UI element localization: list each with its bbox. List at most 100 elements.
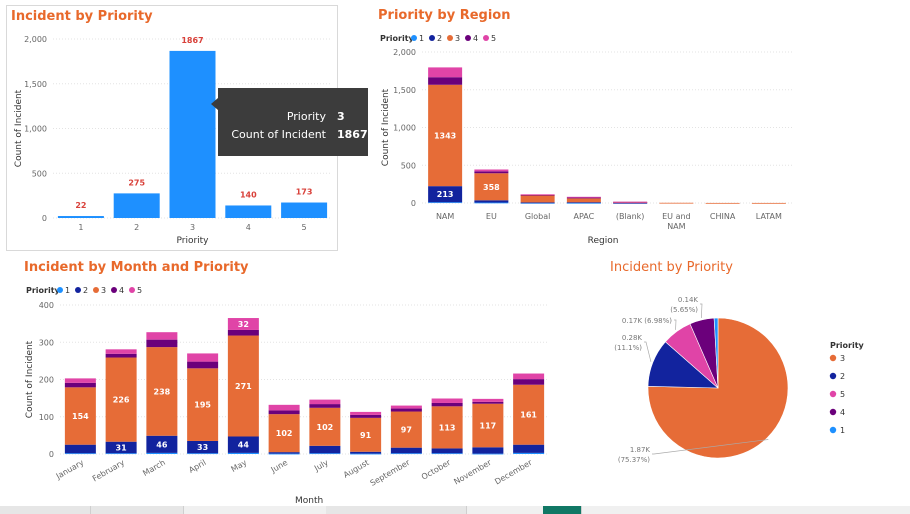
legend-swatch <box>447 35 453 41</box>
leader-line <box>652 439 769 455</box>
bar-segment <box>146 332 178 340</box>
x-tick-label: (Blank) <box>616 212 645 221</box>
legend-label: 1 <box>65 286 70 295</box>
legend-label: 2 <box>83 286 88 295</box>
bar-segment <box>146 452 178 454</box>
legend-label: 5 <box>840 390 845 399</box>
data-label: (11.1%) <box>614 344 642 352</box>
data-label: 31 <box>116 443 128 452</box>
data-label: 1.87K <box>630 446 651 454</box>
page-tab[interactable] <box>91 506 184 514</box>
bar-segment <box>520 195 555 203</box>
data-label: 271 <box>235 382 252 391</box>
x-tick-label: EU <box>486 212 497 221</box>
bar-segment <box>520 202 555 204</box>
bar-segment <box>64 453 96 455</box>
x-tick-label: September <box>369 458 412 488</box>
data-label: 226 <box>113 396 130 405</box>
legend-label: 5 <box>491 34 496 43</box>
data-label: 161 <box>520 411 537 420</box>
legend-label: 1 <box>419 34 424 43</box>
page-tab[interactable] <box>0 506 91 514</box>
x-tick-label: July <box>312 458 330 474</box>
x-axis-title: Region <box>588 236 619 246</box>
bar-segment <box>105 349 137 354</box>
x-tick-label: NAM <box>436 212 454 221</box>
bar-segment <box>309 445 341 454</box>
bar-segment <box>350 411 382 415</box>
bar-segment <box>227 318 259 330</box>
page-tab[interactable] <box>326 506 467 514</box>
bar-segment <box>431 398 463 403</box>
legend-label: 4 <box>119 286 124 295</box>
y-tick-label: 1,000 <box>393 124 416 133</box>
data-label: 140 <box>240 190 257 199</box>
bar-segment <box>105 441 137 454</box>
bar-segment <box>751 202 786 204</box>
data-label: (5.65%) <box>670 306 698 314</box>
legend-swatch <box>483 35 489 41</box>
bar-segment <box>474 173 509 201</box>
y-tick-label: 1,500 <box>24 80 47 89</box>
bar-segment <box>187 440 219 454</box>
bar-segment <box>350 451 382 454</box>
legend-swatch <box>411 35 417 41</box>
bar-segment <box>472 447 504 454</box>
legend-swatch <box>93 287 99 293</box>
bar-segment <box>146 435 178 453</box>
x-tick-label: June <box>269 458 290 475</box>
page-tab-active[interactable] <box>543 506 582 514</box>
panel-incident-by-priority-pie: Incident by Priority 1.87K (75.37%) 0.28K (… <box>590 256 890 506</box>
data-label: 117 <box>480 422 497 431</box>
x-tick-label: CHINA <box>710 212 736 221</box>
y-tick-label: 1,000 <box>24 125 47 134</box>
y-tick-label: 2,000 <box>393 48 416 57</box>
bar-segment <box>105 453 137 455</box>
x-tick-label: 5 <box>302 223 307 232</box>
bar-segment <box>472 398 504 402</box>
bar <box>169 50 216 218</box>
month-stacked-bar-chart: Priority 1 2 3 4 5 0 100 200 300 400 154 31 226 46 238 3… <box>25 286 549 488</box>
data-label: 154 <box>72 412 89 421</box>
bar-segment <box>513 384 545 445</box>
tooltip-key: Count of Incident <box>231 128 326 141</box>
legend-swatch <box>829 408 837 416</box>
legend-swatch <box>75 287 81 293</box>
panel-incident-by-month: Incident by Month and Priority Priority 1… <box>16 256 556 506</box>
leader-line <box>674 319 677 330</box>
legend-label: 3 <box>101 286 106 295</box>
bar-segment <box>428 67 463 78</box>
bar-segment <box>566 202 601 204</box>
bar-segment <box>146 347 178 436</box>
bar-segment <box>428 186 463 203</box>
legend-swatch <box>129 287 135 293</box>
bar-segment <box>431 402 463 407</box>
data-label: 113 <box>439 423 456 432</box>
data-label: 97 <box>401 426 412 435</box>
bar-segment <box>613 202 648 204</box>
legend-label: 2 <box>437 34 442 43</box>
legend-label: 4 <box>840 408 845 417</box>
data-label: 275 <box>128 178 145 187</box>
chart-title: Incident by Month and Priority <box>24 260 249 275</box>
bar-segment <box>187 353 219 362</box>
data-label: 0.17K (6.98%) <box>622 317 672 325</box>
bar-segment <box>659 202 694 204</box>
bar-segment <box>566 196 601 198</box>
legend-swatch <box>111 287 117 293</box>
legend-swatch <box>829 354 837 362</box>
x-tick-label: 4 <box>246 223 251 232</box>
data-label: 102 <box>276 429 293 438</box>
bar-segment <box>390 411 422 448</box>
data-label: 213 <box>437 190 454 199</box>
x-tick-label: NAM <box>667 222 685 231</box>
bar-segment <box>350 453 382 455</box>
bar-segment <box>472 403 504 448</box>
x-tick-label: April <box>187 458 207 475</box>
bar <box>113 193 160 218</box>
y-tick-label: 2,000 <box>24 35 47 44</box>
x-axis-title-overflow: Month <box>295 496 324 506</box>
legend-title: Priority <box>26 286 61 295</box>
legend-label: 2 <box>840 372 845 381</box>
legend-swatch <box>829 390 837 398</box>
